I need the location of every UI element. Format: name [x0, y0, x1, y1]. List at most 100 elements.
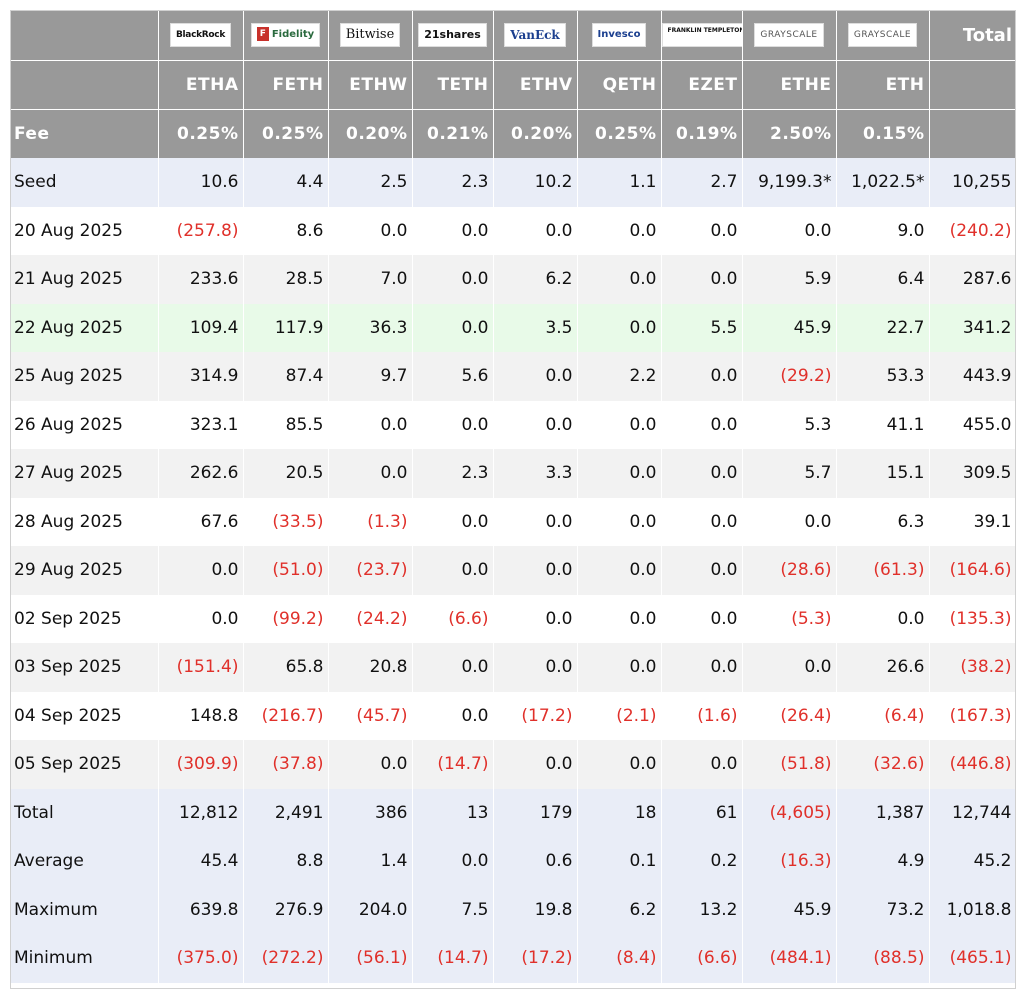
total-cell: (38.2): [929, 643, 1017, 692]
flow-cell: 148.8: [158, 691, 244, 740]
flow-cell: 65.8: [243, 643, 329, 692]
flow-cell: 0.0: [412, 497, 494, 546]
total-cell: 309.5: [929, 449, 1017, 498]
flow-cell: 18: [577, 788, 662, 837]
flow-cell: 5.9: [742, 255, 837, 304]
row-label: 04 Sep 2025: [10, 691, 159, 740]
flow-cell: 0.0: [412, 206, 494, 255]
flow-cell: 36.3: [328, 303, 413, 352]
flow-cell: 73.2: [836, 885, 930, 934]
flow-cell: 0.0: [577, 255, 662, 304]
total-cell: 455.0: [929, 400, 1017, 449]
flow-cell: (37.8): [243, 740, 329, 789]
total-cell: (135.3): [929, 594, 1017, 643]
flow-cell: (88.5): [836, 934, 930, 983]
flow-cell: 0.0: [493, 643, 578, 692]
flow-cell: 10.2: [493, 158, 578, 207]
flow-cell: 109.4: [158, 303, 244, 352]
row-label: 21 Aug 2025: [10, 255, 159, 304]
flow-cell: 0.0: [577, 303, 662, 352]
flow-cell: 0.0: [412, 837, 494, 886]
flow-cell: (6.6): [412, 594, 494, 643]
flow-cell: 15.1: [836, 449, 930, 498]
fidelity-logo-text: Fidelity: [271, 29, 315, 40]
total-cell: 443.9: [929, 352, 1017, 401]
total-cell: (240.2): [929, 206, 1017, 255]
table-row: Seed 10.6 4.4 2.5 2.3 10.2 1.1 2.7 9,199.3* 1,022…: [10, 158, 1017, 207]
fee-value: 0.19%: [661, 109, 743, 158]
grayscale-logo: GRAYSCALE: [754, 23, 824, 47]
flow-cell: 0.0: [493, 352, 578, 401]
flow-cell: (45.7): [328, 691, 413, 740]
flow-cell: 1.1: [577, 158, 662, 207]
flow-cell: 0.1: [577, 837, 662, 886]
flow-cell: 0.0: [493, 546, 578, 595]
flow-cell: 0.0: [661, 546, 743, 595]
table-row: 29 Aug 2025 0.0 (51.0) (23.7) 0.0 0.0 0.0 0.0 (2…: [10, 546, 1017, 595]
flow-cell: 0.0: [661, 449, 743, 498]
flow-cell: 1,022.5*: [836, 158, 930, 207]
fee-value: 2.50%: [742, 109, 837, 158]
ticker-header: FETH: [243, 60, 329, 110]
fee-value: 0.25%: [577, 109, 662, 158]
flow-cell: 0.0: [412, 546, 494, 595]
issuer-logo-cell: 21shares: [412, 10, 494, 61]
row-label: 20 Aug 2025: [10, 206, 159, 255]
flow-cell: 117.9: [243, 303, 329, 352]
flow-cell: 204.0: [328, 885, 413, 934]
flow-cell: 9.7: [328, 352, 413, 401]
flow-cell: 276.9: [243, 885, 329, 934]
issuer-logo-cell: F Fidelity: [243, 10, 329, 61]
total-cell: 45.2: [929, 837, 1017, 886]
flow-cell: 6.2: [577, 885, 662, 934]
flow-cell: 1.4: [328, 837, 413, 886]
issuer-logo-cell: VanEck: [493, 10, 578, 61]
invesco-logo: Invesco: [591, 23, 647, 47]
flow-cell: 0.0: [158, 546, 244, 595]
flow-cell: (14.7): [412, 934, 494, 983]
table-row: 04 Sep 2025 148.8 (216.7) (45.7) 0.0 (17.2) (2…: [10, 691, 1017, 740]
flow-cell: 22.7: [836, 303, 930, 352]
flow-cell: 1,387: [836, 788, 930, 837]
ticker-header: TETH: [412, 60, 494, 110]
flow-cell: 0.0: [661, 594, 743, 643]
fee-value: 0.15%: [836, 109, 930, 158]
flow-cell: 0.0: [493, 497, 578, 546]
fee-value: 0.25%: [243, 109, 329, 158]
table-row: 02 Sep 2025 0.0 (99.2) (24.2) (6.6) 0.0 0.0 0.0…: [10, 594, 1017, 643]
table-row: 27 Aug 2025 262.6 20.5 0.0 2.3 3.3 0.0 0.0 5.7 15…: [10, 449, 1017, 498]
table-row: 25 Aug 2025 314.9 87.4 9.7 5.6 0.0 2.2 0.0 (29.2…: [10, 352, 1017, 401]
eth-etf-flows-table: BlackRock F Fidelity Bitwise 21shares Van…: [10, 10, 1017, 983]
fidelity-logo: F Fidelity: [250, 23, 321, 47]
flow-cell: 67.6: [158, 497, 244, 546]
total-cell: (446.8): [929, 740, 1017, 789]
flow-cell: 7.5: [412, 885, 494, 934]
flow-cell: (29.2): [742, 352, 837, 401]
flow-cell: (8.4): [577, 934, 662, 983]
flow-cell: 0.0: [661, 740, 743, 789]
ticker-header: ETHA: [158, 60, 244, 110]
etf-flow-table-container: BlackRock F Fidelity Bitwise 21shares Van…: [10, 10, 1017, 983]
ticker-header: ETHE: [742, 60, 837, 110]
table-row: 28 Aug 2025 67.6 (33.5) (1.3) 0.0 0.0 0.0 0.0 0.…: [10, 497, 1017, 546]
total-cell: (465.1): [929, 934, 1017, 983]
flow-cell: 639.8: [158, 885, 244, 934]
flow-cell: 26.6: [836, 643, 930, 692]
row-label: Total: [10, 788, 159, 837]
flow-cell: 0.0: [328, 400, 413, 449]
table-row: 26 Aug 2025 323.1 85.5 0.0 0.0 0.0 0.0 0.0 5.3 41…: [10, 400, 1017, 449]
table-body: Seed 10.6 4.4 2.5 2.3 10.2 1.1 2.7 9,199.3* 1,022…: [10, 158, 1017, 983]
ticker-total-cell: [929, 60, 1016, 110]
table-header: BlackRock F Fidelity Bitwise 21shares Van…: [10, 10, 1016, 158]
flow-cell: 8.8: [243, 837, 329, 886]
flow-cell: 5.6: [412, 352, 494, 401]
ticker-header: QETH: [577, 60, 662, 110]
flow-cell: 0.0: [742, 643, 837, 692]
flow-cell: 87.4: [243, 352, 329, 401]
flow-cell: (4,605): [742, 788, 837, 837]
flow-cell: 314.9: [158, 352, 244, 401]
logo-row: BlackRock F Fidelity Bitwise 21shares Van…: [10, 10, 1016, 61]
vaneck-logo: VanEck: [504, 23, 566, 47]
flow-cell: 28.5: [243, 255, 329, 304]
flow-cell: 0.0: [577, 594, 662, 643]
